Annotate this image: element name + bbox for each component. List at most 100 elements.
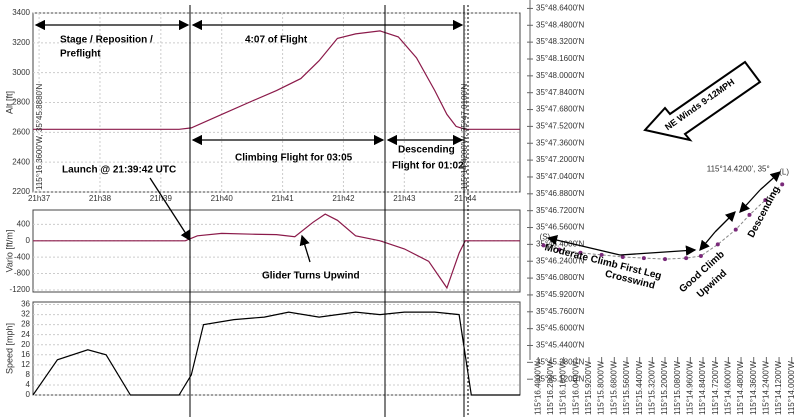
x-tick-label: 115°15.9200'W bbox=[584, 361, 593, 415]
y-tick-label: 35°45.9200'N bbox=[536, 290, 585, 299]
x-tick-label: 115°14.1200'W bbox=[774, 361, 783, 415]
arrow bbox=[739, 189, 761, 213]
x-tick-label: 115°14.6000'W bbox=[723, 361, 732, 415]
y-tick-label: 35°46.8800'N bbox=[536, 189, 585, 198]
y-tick-label: 35°45.1200'N bbox=[536, 374, 585, 383]
y-tick-label: -1200 bbox=[10, 285, 31, 294]
y-tick-label: 35°47.0400'N bbox=[536, 172, 585, 181]
y-tick-label: 35°46.2400'N bbox=[536, 256, 585, 265]
annotation: Climbing Flight for 03:05 bbox=[235, 153, 353, 164]
y-tick-label: 2200 bbox=[12, 187, 30, 196]
y-tick-label: 2800 bbox=[12, 98, 30, 107]
y-tick-label: 35°48.6400'N bbox=[536, 4, 585, 13]
track-point bbox=[780, 182, 785, 187]
y-tick-label: 3000 bbox=[12, 68, 30, 77]
y-tick-label: 35°47.8400'N bbox=[536, 88, 585, 97]
track-line bbox=[543, 183, 783, 260]
y-axis-label: Alt [ft] bbox=[4, 91, 14, 114]
y-tick-label: 8 bbox=[26, 370, 31, 379]
annotation: Preflight bbox=[60, 49, 101, 60]
y-tick-label: 35°48.1600'N bbox=[536, 54, 585, 63]
annotation: Flight for 01:02 bbox=[392, 161, 464, 172]
point-label: 115°14.4200', 35° bbox=[707, 164, 770, 173]
track-point bbox=[541, 243, 546, 248]
x-tick-label: 21h44 bbox=[454, 194, 477, 203]
x-tick-label: 115°14.8400'W bbox=[698, 361, 707, 415]
track-point bbox=[663, 257, 667, 262]
y-tick-label: 35°46.5600'N bbox=[536, 223, 585, 232]
track-point bbox=[620, 255, 625, 260]
speed-panel bbox=[32, 301, 521, 396]
y-tick-label: -400 bbox=[14, 252, 31, 261]
y-tick-label: 35°48.3200'N bbox=[536, 37, 585, 46]
x-tick-label: 115°16.1600'W bbox=[559, 361, 568, 415]
wind-arrow bbox=[643, 60, 762, 142]
annotation: Stage / Reposition / bbox=[60, 35, 153, 46]
y-tick-label: 35°45.6000'N bbox=[536, 324, 585, 333]
x-tick-label: 115°16.4000'W bbox=[533, 361, 542, 415]
x-tick-label: 115°14.4800'W bbox=[736, 361, 745, 415]
x-tick-label: 115°16.2800'W bbox=[546, 361, 555, 415]
y-tick-label: 0 bbox=[26, 236, 31, 245]
track-point bbox=[684, 256, 689, 261]
y-tick-label: 24 bbox=[21, 330, 30, 339]
x-tick-label: 21h42 bbox=[332, 194, 355, 203]
data-line bbox=[33, 30, 520, 130]
y-tick-label: 35°46.0800'N bbox=[536, 273, 585, 282]
y-tick-label: 2400 bbox=[12, 157, 30, 166]
y-tick-label: 3400 bbox=[12, 8, 30, 17]
y-tick-label: 35°47.6800'N bbox=[536, 105, 585, 114]
point-label: (S) bbox=[540, 233, 551, 242]
arrow bbox=[699, 231, 716, 251]
x-tick-label: 115°14.2400'W bbox=[761, 361, 770, 415]
annotation: 4:07 of Flight bbox=[245, 35, 308, 46]
y-tick-label: 0 bbox=[26, 390, 31, 399]
x-tick-label: 115°15.8000'W bbox=[597, 361, 606, 415]
x-tick-label: 115°15.4400'W bbox=[635, 361, 644, 415]
x-tick-label: 21h38 bbox=[89, 194, 112, 203]
arrow bbox=[619, 245, 697, 256]
y-tick-label: 12 bbox=[21, 360, 30, 369]
arrow bbox=[299, 234, 311, 263]
y-tick-label: 32 bbox=[21, 310, 30, 319]
coordinate-label: 115°14.4200'W, 35°47.0100'N bbox=[460, 84, 469, 190]
x-tick-label: 21h43 bbox=[393, 194, 416, 203]
y-axis-label: Speed [mph] bbox=[4, 323, 14, 374]
y-tick-label: 35°47.5200'N bbox=[536, 122, 585, 131]
data-line bbox=[32, 311, 520, 396]
x-tick-label: 115°15.3200'W bbox=[647, 361, 656, 415]
track-point bbox=[578, 250, 583, 255]
x-tick-label: 115°15.2000'W bbox=[660, 361, 669, 415]
track-point bbox=[747, 212, 752, 217]
arrow bbox=[759, 171, 781, 191]
y-tick-label: 400 bbox=[17, 219, 31, 228]
annotation: Glider Turns Upwind bbox=[262, 271, 360, 282]
arrow bbox=[149, 177, 191, 242]
track-point bbox=[599, 252, 604, 257]
x-tick-label: 21h41 bbox=[271, 194, 294, 203]
x-tick-label: 115°14.3600'W bbox=[749, 361, 758, 415]
arrow bbox=[546, 235, 621, 256]
y-tick-label: 35°45.7600'N bbox=[536, 307, 585, 316]
y-tick-label: 35°45.2800'N bbox=[536, 357, 585, 366]
vario-panel bbox=[32, 209, 521, 293]
y-tick-label: 35°45.4400'N bbox=[536, 341, 585, 350]
arrow bbox=[714, 211, 736, 233]
track-point bbox=[641, 256, 646, 261]
y-tick-label: 35°47.3600'N bbox=[536, 138, 585, 147]
x-tick-label: 115°15.6800'W bbox=[609, 361, 618, 415]
y-tick-label: 35°48.4800'N bbox=[536, 20, 585, 29]
y-tick-label: 4 bbox=[26, 380, 31, 389]
y-tick-label: -800 bbox=[14, 269, 31, 278]
annotation: Descending bbox=[398, 145, 455, 156]
x-tick-label: 21h37 bbox=[28, 194, 51, 203]
x-tick-label: 115°14.7200'W bbox=[711, 361, 720, 415]
x-tick-label: 115°15.0800'W bbox=[673, 361, 682, 415]
x-tick-label: 21h40 bbox=[211, 194, 234, 203]
track-point bbox=[557, 247, 562, 252]
y-tick-label: 20 bbox=[21, 340, 30, 349]
annotation: Descending bbox=[746, 184, 782, 239]
y-tick-label: 3200 bbox=[12, 38, 30, 47]
track-point bbox=[698, 253, 703, 258]
